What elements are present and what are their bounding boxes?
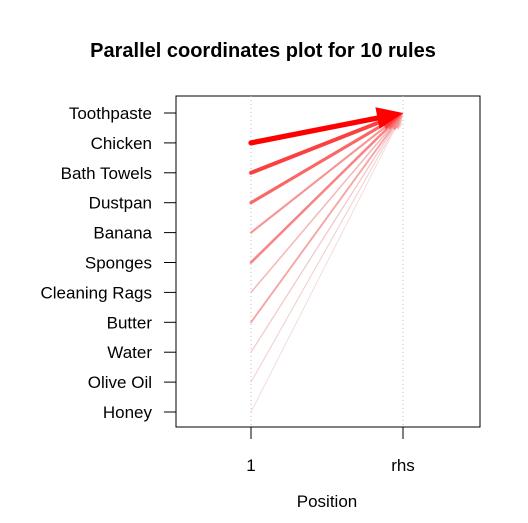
y-axis: Toothpaste Chicken Bath Towels Dustpan Banan… [40,104,176,422]
y-label-water: Water [107,343,152,362]
y-label-bath-towels: Bath Towels [61,164,152,183]
y-label-sponges: Sponges [85,254,152,273]
rule-line-chicken-arrowhead [375,107,403,129]
y-label-banana: Banana [93,224,152,243]
y-label-cleaning-rags: Cleaning Rags [40,283,152,302]
rule-lines [248,107,403,413]
y-label-toothpaste: Toothpaste [69,104,152,123]
chart-title: Parallel coordinates plot for 10 rules [90,40,436,62]
y-label-butter: Butter [107,313,153,332]
rule-line-sponges [249,124,392,264]
x-axis-label: Position [297,492,357,511]
x-axis: 1 rhs [246,427,415,475]
x-tick-label-1: 1 [246,456,255,475]
rule-line-butter [250,124,395,324]
rule-line-cleaning-rags [250,123,395,294]
y-label-chicken: Chicken [91,134,152,153]
y-label-honey: Honey [103,403,153,422]
rule-line-water [250,124,397,353]
rule-line-chicken [248,115,381,146]
rule-line-honey [250,124,398,413]
x-tick-label-rhs: rhs [391,456,415,475]
rule-line-bath-towels [249,119,385,175]
rule-line-banana [249,122,391,234]
y-label-dustpan: Dustpan [89,194,152,213]
rule-line-dustpan [249,121,388,205]
plot-frame [175,95,481,428]
y-label-olive-oil: Olive Oil [88,373,152,392]
rule-line-olive-oil [250,124,397,383]
